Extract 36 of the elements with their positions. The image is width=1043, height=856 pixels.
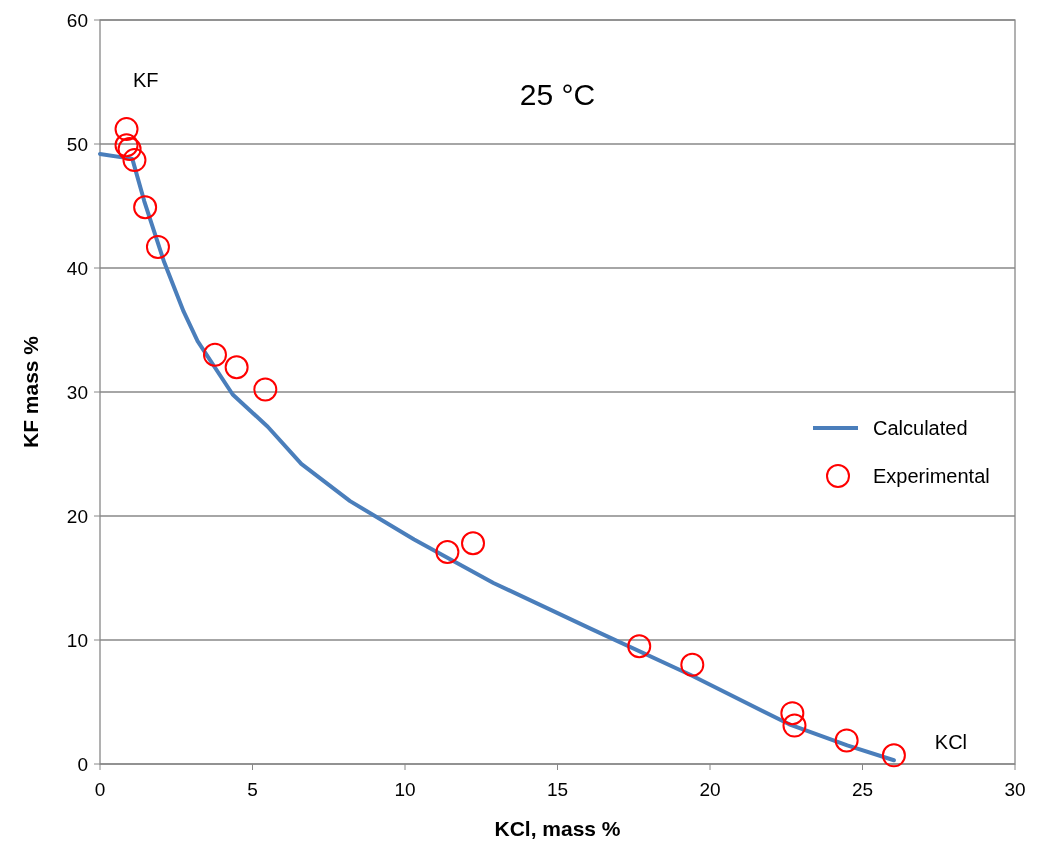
- point: [881, 743, 906, 768]
- point: [122, 148, 147, 173]
- x-tick-label: 5: [247, 779, 258, 800]
- x-axis-title: KCl, mass %: [494, 817, 621, 840]
- legend-label: Experimental: [873, 465, 990, 487]
- annotation: 25 °C: [519, 77, 596, 111]
- point: [145, 234, 170, 259]
- x-tick-label: 30: [1004, 779, 1026, 800]
- point: [202, 342, 227, 367]
- x-tick-label: 0: [94, 779, 106, 800]
- y-tick-label: 0: [77, 753, 88, 775]
- point: [782, 713, 807, 738]
- y-tick-label: 20: [66, 505, 88, 527]
- x-tick-label: 10: [394, 779, 416, 800]
- point: [461, 531, 486, 556]
- point: [133, 195, 158, 220]
- x-tick-label: 25: [851, 779, 874, 800]
- point: [224, 355, 249, 380]
- legend-label: Calculated: [873, 417, 968, 439]
- y-tick-label: 30: [66, 381, 88, 403]
- y-tick-label: 50: [66, 133, 88, 155]
- point: [780, 701, 805, 726]
- x-tick-label: 15: [546, 779, 569, 800]
- y-tick-label: 10: [66, 629, 88, 651]
- point: [114, 117, 139, 142]
- point: [627, 634, 652, 659]
- annotation: KCl: [934, 730, 968, 753]
- point: [253, 377, 278, 402]
- y-axis-title: KF mass %: [19, 335, 42, 449]
- point: [834, 728, 859, 753]
- y-tick-label: 40: [66, 257, 88, 279]
- point: [435, 539, 460, 564]
- x-tick-label: 20: [699, 779, 721, 800]
- y-tick-label: 60: [66, 9, 88, 31]
- point: [680, 652, 705, 677]
- annotation: KF: [132, 68, 159, 91]
